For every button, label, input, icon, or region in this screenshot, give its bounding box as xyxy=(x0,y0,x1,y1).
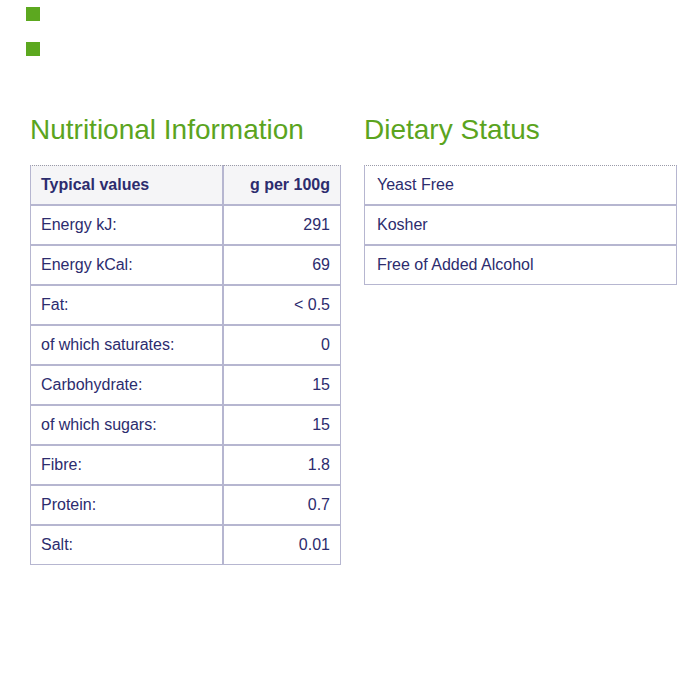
row-label: Energy kCal: xyxy=(30,245,223,285)
row-value: < 0.5 xyxy=(223,285,341,325)
row-value: 0.01 xyxy=(223,525,341,565)
row-value: 1.8 xyxy=(223,445,341,485)
nutrition-table-header-row: Typical values g per 100g xyxy=(30,165,341,205)
table-row: Fibre: 1.8 xyxy=(30,445,341,485)
table-row: Fat: < 0.5 xyxy=(30,285,341,325)
nutritional-information-section: Nutritional Information Typical values g… xyxy=(30,112,341,565)
nutritional-information-title: Nutritional Information xyxy=(30,112,341,148)
row-label: Salt: xyxy=(30,525,223,565)
row-value: 15 xyxy=(223,365,341,405)
list-item: Free of Added Alcohol xyxy=(364,245,677,285)
row-value: 0 xyxy=(223,325,341,365)
row-label: Carbohydrate: xyxy=(30,365,223,405)
row-label: of which saturates: xyxy=(30,325,223,365)
nutrition-table: Typical values g per 100g Energy kJ: 291… xyxy=(30,165,341,565)
row-value: 0.7 xyxy=(223,485,341,525)
row-label: of which sugars: xyxy=(30,405,223,445)
dietary-status-section: Dietary Status Yeast Free Kosher Free of… xyxy=(364,112,679,285)
row-value: 69 xyxy=(223,245,341,285)
table-row: Salt: 0.01 xyxy=(30,525,341,565)
table-row: Carbohydrate: 15 xyxy=(30,365,341,405)
table-row: Energy kJ: 291 xyxy=(30,205,341,245)
row-label: Fat: xyxy=(30,285,223,325)
list-item: Yeast Free xyxy=(364,165,677,205)
row-label: Energy kJ: xyxy=(30,205,223,245)
row-label: Protein: xyxy=(30,485,223,525)
table-row: Energy kCal: 69 xyxy=(30,245,341,285)
table-row: Protein: 0.7 xyxy=(30,485,341,525)
list-item: Kosher xyxy=(364,205,677,245)
table-row: of which sugars: 15 xyxy=(30,405,341,445)
nutrition-header-label: Typical values xyxy=(30,165,223,205)
dietary-status-list: Yeast Free Kosher Free of Added Alcohol xyxy=(364,165,677,285)
page: Nutritional Information Typical values g… xyxy=(0,0,700,700)
table-row: of which saturates: 0 xyxy=(30,325,341,365)
row-value: 291 xyxy=(223,205,341,245)
green-square-marker-1 xyxy=(26,7,40,21)
green-square-marker-2 xyxy=(26,42,40,56)
dietary-status-title: Dietary Status xyxy=(364,112,679,148)
nutrition-header-value: g per 100g xyxy=(223,165,341,205)
row-label: Fibre: xyxy=(30,445,223,485)
row-value: 15 xyxy=(223,405,341,445)
